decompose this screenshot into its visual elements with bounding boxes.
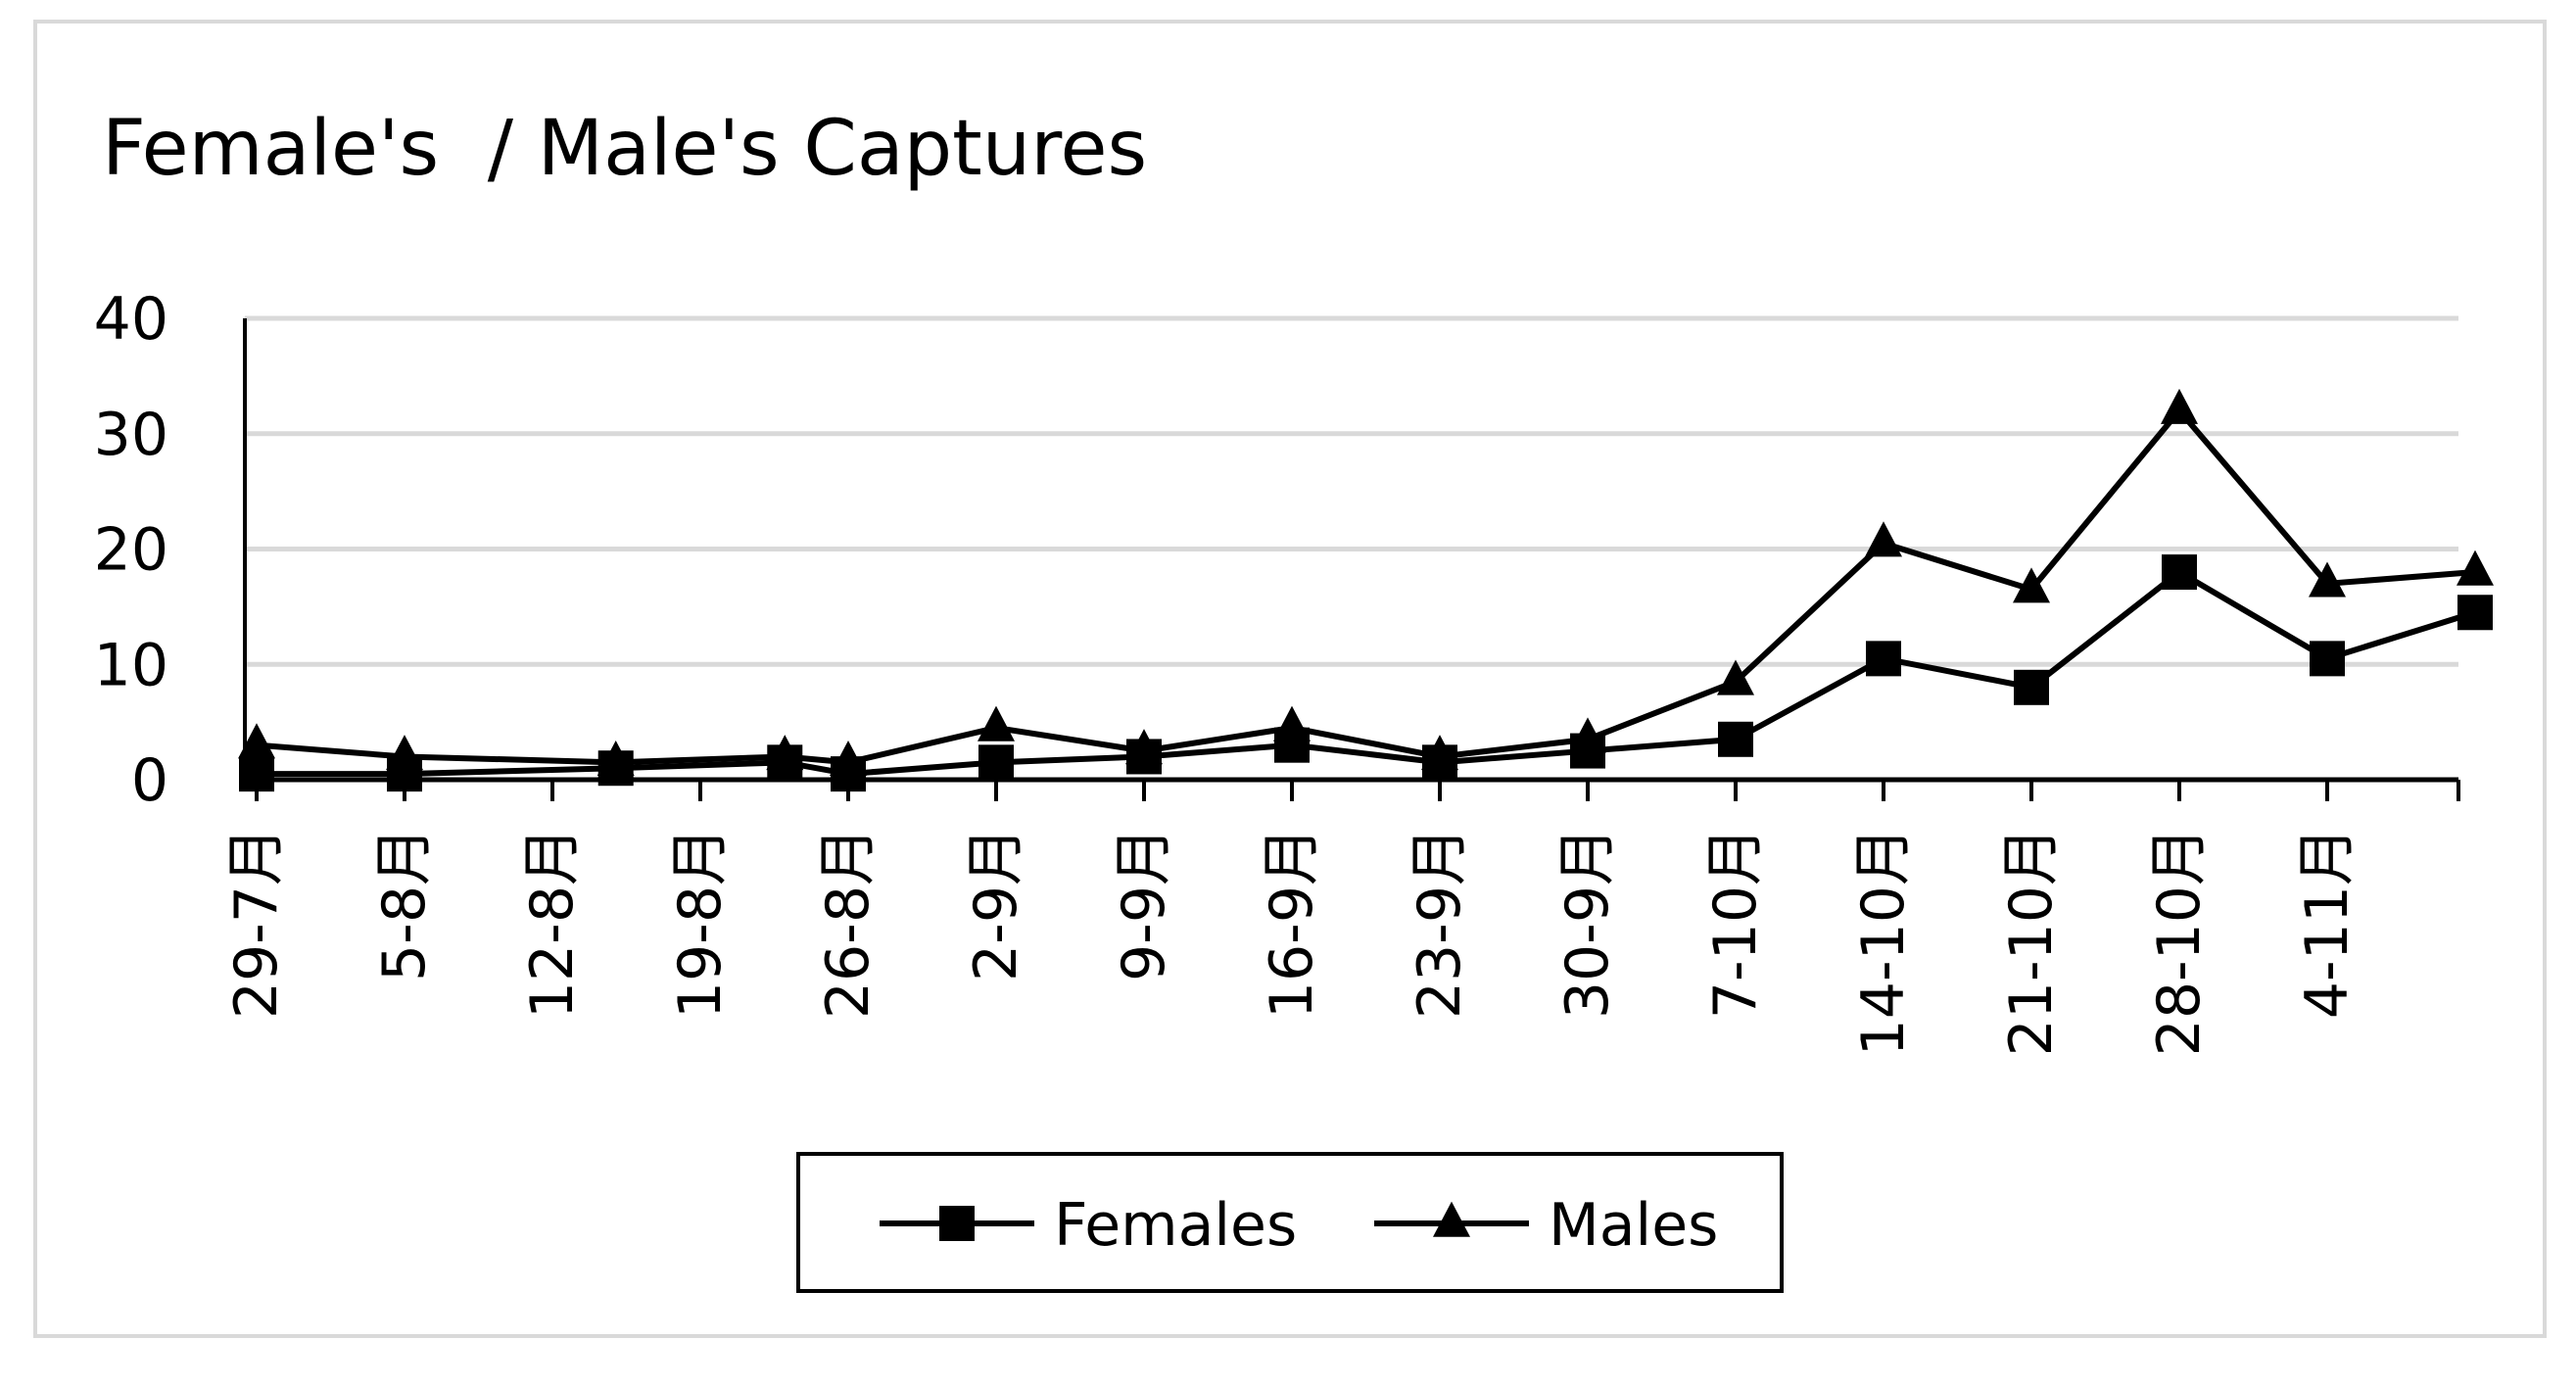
x-tick-label: 14-10月 [1849,827,1918,1056]
females-line [257,568,2476,778]
y-tick-label: 10 [94,631,168,699]
data-point [2013,567,2050,603]
data-point [2161,388,2198,424]
series-males [238,388,2494,777]
data-point [978,705,1015,741]
data-point [1273,705,1311,741]
y-tick-label: 40 [94,285,168,354]
y-tick-label: 0 [131,746,168,815]
data-point [386,735,423,771]
chart-title: Female's / Male's Captures [102,105,1147,193]
x-tick-label: 19-8月 [666,827,735,1019]
x-tick-label: 21-10月 [1997,827,2066,1056]
legend: Females Males [796,1152,1784,1293]
legend-item-females[interactable]: Females [880,1191,1297,1260]
data-point [2309,561,2346,598]
x-tick-label: 12-8月 [518,827,587,1019]
data-point [596,740,635,777]
x-tick-label: 4-11月 [2293,827,2361,1019]
x-tick-label: 29-7月 [222,827,291,1019]
gridlines [245,315,2458,667]
x-tick-label: 2-9月 [962,827,1030,981]
y-tick-label: 30 [94,401,168,469]
data-point [1421,735,1458,771]
data-point [1718,721,1753,757]
data-point [2457,550,2494,586]
x-tick-label: 7-10月 [1701,827,1770,1019]
data-point [2457,595,2493,631]
x-tick-label: 9-9月 [1110,827,1178,981]
legend-label: Males [1549,1191,1718,1260]
legend-box-group: Females Males [796,1152,1784,1293]
data-point [1865,521,1902,557]
data-point [766,735,804,771]
series-layer [238,388,2494,792]
series-females [239,554,2493,792]
x-tick-label: 30-9月 [1553,827,1622,1019]
axes [243,318,2460,801]
data-point [1125,729,1163,765]
data-point [2310,641,2345,677]
legend-item-males[interactable]: Males [1374,1191,1718,1260]
data-point [1569,717,1606,753]
y-tick-labels: 0 10 20 30 40 [94,285,168,815]
data-point [239,756,274,792]
data-point [238,723,275,759]
x-tick-label: 16-9月 [1258,827,1326,1019]
data-point [978,744,1014,781]
chart-frame [33,20,2547,1338]
x-tick-label: 26-8月 [814,827,883,1019]
data-point [830,740,867,777]
x-tick-label: 23-9月 [1406,827,1474,1019]
x-tick-labels: 29-7月 5-8月 12-8月 19-8月 26-8月 2-9月 9-9月 16-9月 23-… [222,827,2361,1056]
data-point [1717,659,1754,695]
data-point [1866,641,1901,677]
y-tick-label: 20 [94,516,168,585]
males-line [256,406,2476,766]
legend-marker-square [939,1206,975,1241]
x-tick-label: 28-10月 [2145,827,2214,1056]
legend-label: Females [1054,1191,1297,1260]
data-point [2014,669,2049,705]
data-point [2162,554,2197,591]
x-tick-label: 5-8月 [370,827,439,981]
legend-marker-triangle [1433,1201,1470,1237]
